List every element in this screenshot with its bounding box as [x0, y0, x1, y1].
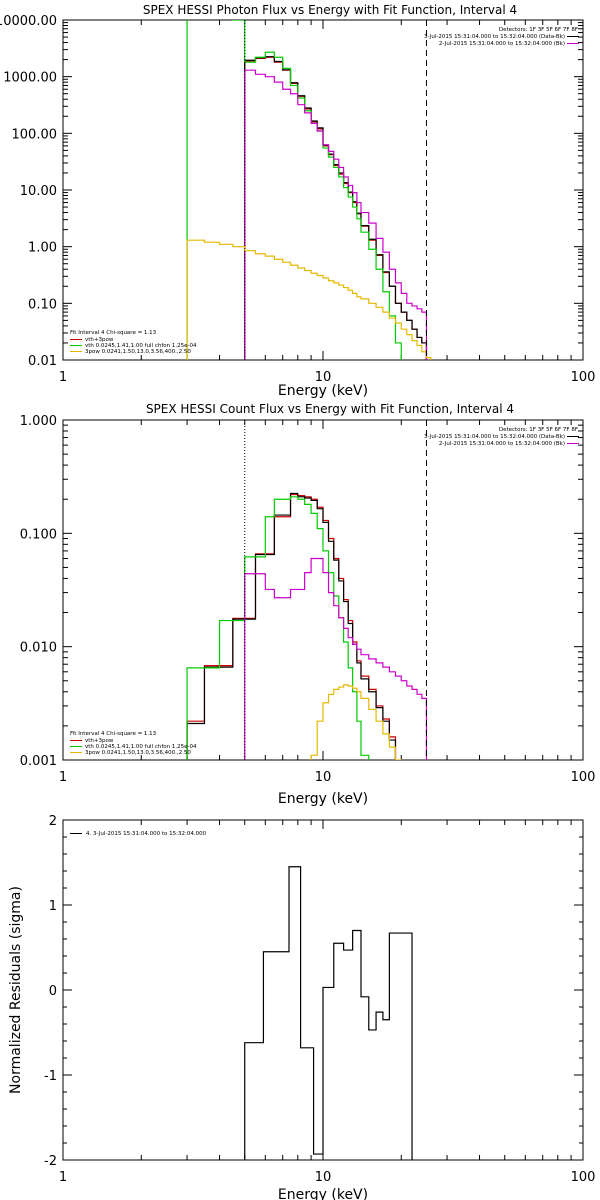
bk-interval-label-2: 2-Jul-2015 15:31:04.000 to 15:32:04.000 … — [439, 441, 565, 447]
photon-flux-series — [186, 20, 432, 360]
count-flux-series — [186, 492, 428, 760]
legend-label-vth3pow-2: vth+3pow — [85, 738, 114, 744]
y-tick-label-4: 100.00 — [12, 127, 58, 142]
data-interval-label-2: 3-Jul-2015 15:31:04.000 to 15:32:04.000 … — [424, 434, 565, 440]
detectors-label-2: Detectors: 1F 3F 5F 6F 7F 8F — [499, 427, 578, 433]
y-tick-label-0: -2 — [44, 1154, 57, 1169]
residuals-ticks: 1 10 100 -2 -1 0 1 2 — [44, 814, 595, 1185]
y-tick-label-2: 0 — [49, 984, 57, 999]
x-tick-label-0: 1 — [59, 770, 67, 785]
x-tick-label-2: 100 — [571, 770, 596, 785]
count-flux-legend: Fit Interval 4 Chi-square = 1.13 vth+3po… — [70, 731, 197, 756]
residuals-ylabel: Normalized Residuals (sigma) — [8, 886, 24, 1094]
photon-flux-legend: Fit Interval 4 Chi-square = 1.13 vth+3po… — [70, 330, 197, 355]
detectors-label: Detectors: 1F 3F 5F 6F 7F 8F — [499, 27, 578, 33]
y-tick-label-0: 0.01 — [28, 354, 57, 369]
legend-fit-title: Fit Interval 4 Chi-square = 1.13 — [70, 330, 157, 336]
series-line-3 — [244, 69, 428, 360]
series-line-0 — [244, 866, 413, 1160]
legend-label-3pow-2: 3pow 0.0241,1.50,13.0,3.56,400.,2.50 — [85, 750, 191, 756]
residuals-legend-label: 4. 3-Jul-2015 15:31:04.000 to 15:32:04.0… — [86, 831, 207, 837]
y-tick-label-6: 10000.00 — [0, 14, 57, 29]
x-tick-label-2: 100 — [571, 1170, 596, 1185]
photon-flux-ticks: 1 10 100 0.01 0.10 1.00 10.00 100.00 1000.00 1000… — [0, 14, 595, 385]
data-interval-label: 3-Jul-2015 15:31:04.000 to 15:32:04.000 … — [424, 34, 565, 40]
photon-flux-frame — [62, 19, 584, 361]
photon-flux-xlabel: Energy (keV) — [278, 383, 368, 399]
y-tick-label-4: 2 — [49, 814, 57, 829]
series-line-0 — [186, 493, 397, 760]
series-line-2 — [186, 20, 402, 360]
residuals-panel: 1 10 100 -2 -1 0 1 2 Energy (keV) Normalized Re… — [8, 814, 595, 1200]
y-tick-label-3: 1.000 — [20, 414, 57, 429]
y-tick-label-3: 10.00 — [20, 184, 57, 199]
count-flux-panel: SPEX HESSI Count Flux vs Energy with Fit… — [20, 402, 596, 807]
residuals-series — [244, 866, 413, 1160]
x-tick-label-0: 1 — [59, 370, 67, 385]
x-tick-label-1: 10 — [315, 770, 332, 785]
series-line-1 — [244, 56, 428, 360]
y-tick-label-1: 0.010 — [20, 641, 57, 656]
series-line-4 — [310, 684, 402, 760]
photon-flux-markers — [244, 20, 427, 360]
y-tick-label-3: 1 — [49, 899, 57, 914]
series-line-3 — [244, 557, 428, 760]
y-tick-label-1: 0.10 — [28, 297, 57, 312]
count-flux-ticks: 1 10 100 0.001 0.010 0.100 1.000 — [20, 414, 596, 785]
photon-flux-title: SPEX HESSI Photon Flux vs Energy with Fi… — [143, 3, 517, 17]
legend-label-vth: vth 0.0245,1.41,1.00 full chfon 1.25e-04 — [85, 343, 197, 349]
x-tick-label-1: 10 — [315, 1170, 332, 1185]
count-flux-info: Detectors: 1F 3F 5F 6F 7F 8F 3-Jul-2015 … — [424, 427, 579, 447]
x-tick-label-2: 100 — [571, 370, 596, 385]
y-tick-label-1: -1 — [44, 1069, 57, 1084]
y-tick-label-0: 0.001 — [20, 754, 57, 769]
photon-flux-info: Detectors: 1F 3F 5F 6F 7F 8F 3-Jul-2015 … — [424, 27, 579, 47]
count-flux-xlabel: Energy (keV) — [278, 791, 368, 807]
series-line-2 — [186, 496, 370, 760]
residuals-xlabel: Energy (keV) — [278, 1187, 368, 1200]
series-line-0 — [244, 56, 428, 360]
legend-label-3pow: 3pow 0.0241,1.50,13.0,3.56,400.,2.50 — [85, 349, 191, 355]
series-line-1 — [186, 492, 397, 760]
count-flux-title: SPEX HESSI Count Flux vs Energy with Fit… — [146, 402, 514, 416]
x-tick-label-1: 10 — [315, 370, 332, 385]
series-line-4 — [186, 239, 432, 360]
count-flux-markers — [244, 420, 427, 760]
y-tick-label-2: 0.100 — [20, 527, 57, 542]
x-tick-label-0: 1 — [59, 1170, 67, 1185]
photon-flux-panel: SPEX HESSI Photon Flux vs Energy with Fi… — [0, 3, 595, 399]
y-tick-label-5: 1000.00 — [3, 71, 57, 86]
y-tick-label-2: 1.00 — [28, 241, 57, 256]
legend-fit-title-2: Fit Interval 4 Chi-square = 1.13 — [70, 731, 157, 737]
bk-interval-label: 2-Jul-2015 15:31:04.000 to 15:32:04.000 … — [439, 41, 565, 47]
legend-label-vth-2: vth 0.0245,1.41,1.00 full chfon 1.25e-04 — [85, 744, 197, 750]
legend-label-vth3pow: vth+3pow — [85, 337, 114, 343]
